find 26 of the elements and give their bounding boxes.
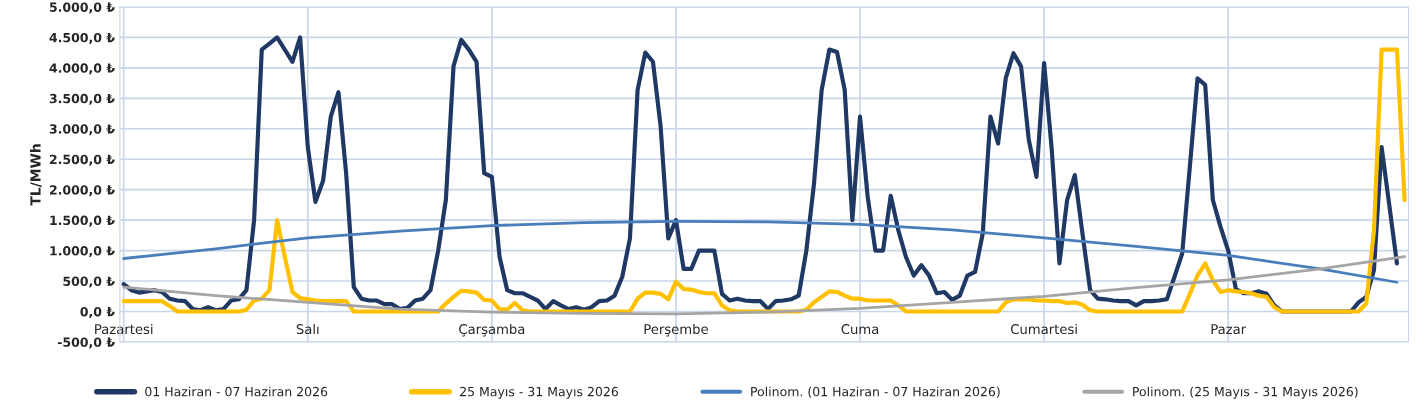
x-tick-label: Cuma: [841, 324, 879, 335]
y-tick-label: -500,0 ₺: [57, 337, 115, 349]
legend-label: 01 Haziran - 07 Haziran 2026: [145, 386, 328, 397]
legend-label: Polinom. (25 Mayıs - 31 Mayıs 2026): [1133, 386, 1358, 399]
line-series: [122, 255, 1406, 316]
line-series: [122, 219, 1399, 284]
x-tick-label: Salı: [296, 323, 319, 335]
y-tick-label: 500,0 ₺: [63, 276, 115, 288]
x-tick-label: Cumartesi: [1010, 323, 1077, 335]
y-tick-label: 5.000,0 ₺: [49, 2, 115, 14]
y-tick-label: 1.500,0 ₺: [50, 215, 115, 227]
y-tick-label: 4.000,0 ₺: [49, 63, 115, 75]
y-tick-label: 3.500,0 ₺: [49, 93, 115, 105]
x-tick-label: Çarşamba: [459, 323, 525, 337]
x-tick-label: Pazartesi: [95, 323, 153, 335]
x-tick-label: Pazar: [1211, 324, 1247, 335]
y-tick-label: 2.500,0 ₺: [49, 154, 115, 166]
y-tick-label: 1.000,0 ₺: [50, 246, 115, 258]
legend-label: Polinom. (01 Haziran - 07 Haziran 2026): [751, 386, 1000, 398]
y-tick-label: 3.000,0 ₺: [49, 124, 115, 136]
y-axis-title: TL/MWh: [29, 144, 42, 206]
y-tick-label: 4.500,0 ₺: [49, 32, 115, 44]
x-tick-label: Perşembe: [644, 323, 708, 337]
legend-label: 25 Mayıs - 31 Mayıs 2026: [460, 386, 619, 399]
y-tick-label: 2.000,0 ₺: [49, 185, 115, 197]
y-tick-label: 0,0 ₺: [80, 306, 115, 319]
